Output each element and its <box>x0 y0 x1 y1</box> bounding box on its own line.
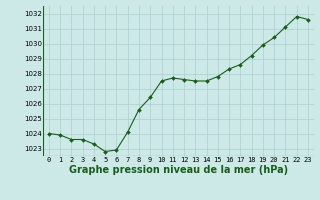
X-axis label: Graphe pression niveau de la mer (hPa): Graphe pression niveau de la mer (hPa) <box>69 165 288 175</box>
